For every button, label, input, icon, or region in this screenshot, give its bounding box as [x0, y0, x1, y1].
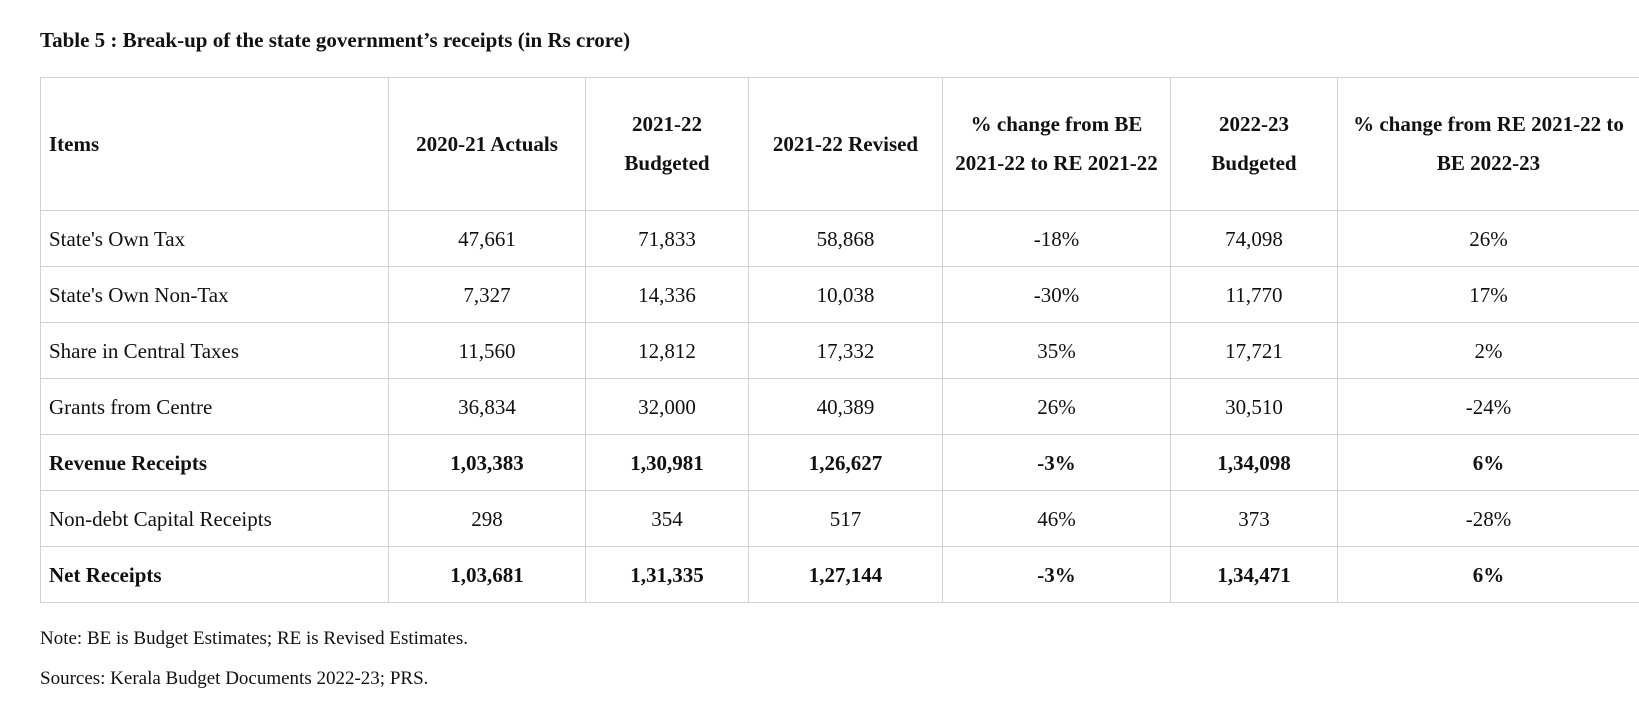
value-cell: 2% [1337, 322, 1639, 379]
value-cell: 17% [1337, 266, 1639, 323]
table-row-total: Revenue Receipts 1,03,383 1,30,981 1,26,627… [40, 434, 1639, 491]
column-header: 2021-22 Budgeted [585, 77, 749, 211]
value-cell: 1,03,383 [388, 434, 586, 491]
value-cell: 58,868 [748, 210, 943, 267]
value-cell: 30,510 [1170, 378, 1338, 435]
value-cell: 46% [942, 490, 1171, 547]
value-cell: 1,34,098 [1170, 434, 1338, 491]
value-cell: -24% [1337, 378, 1639, 435]
value-cell: 71,833 [585, 210, 749, 267]
value-cell: 373 [1170, 490, 1338, 547]
value-cell: 74,098 [1170, 210, 1338, 267]
value-cell: 47,661 [388, 210, 586, 267]
value-cell: -28% [1337, 490, 1639, 547]
value-cell: 26% [942, 378, 1171, 435]
row-label-cell: Share in Central Taxes [40, 322, 389, 379]
value-cell: 1,27,144 [748, 546, 943, 603]
value-cell: -30% [942, 266, 1171, 323]
row-label-cell: Revenue Receipts [40, 434, 389, 491]
column-header: Items [40, 77, 389, 211]
table-row: Share in Central Taxes 11,560 12,812 17,332… [40, 322, 1639, 379]
value-cell: 10,038 [748, 266, 943, 323]
column-header: 2022-23 Budgeted [1170, 77, 1338, 211]
value-cell: 35% [942, 322, 1171, 379]
value-cell: 6% [1337, 434, 1639, 491]
row-label-cell: State's Own Tax [40, 210, 389, 267]
value-cell: 17,332 [748, 322, 943, 379]
table-sources: Sources: Kerala Budget Documents 2022-23… [40, 668, 429, 689]
value-cell: 1,03,681 [388, 546, 586, 603]
value-cell: -3% [942, 434, 1171, 491]
table-row: Non-debt Capital Receipts 298 354 517 46% 373… [40, 490, 1639, 547]
value-cell: 1,26,627 [748, 434, 943, 491]
table-header-row: Items 2020-21 Actuals 2021-22 Budgeted 2021… [40, 77, 1639, 211]
column-header: 2021-22 Revised [748, 77, 943, 211]
value-cell: 1,30,981 [585, 434, 749, 491]
value-cell: 26% [1337, 210, 1639, 267]
column-header: % change from RE 2021-22 to BE 2022-23 [1337, 77, 1639, 211]
receipts-table: Items 2020-21 Actuals 2021-22 Budgeted 2021… [40, 77, 1639, 603]
value-cell: 354 [585, 490, 749, 547]
value-cell: 517 [748, 490, 943, 547]
table-note: Note: BE is Budget Estimates; RE is Revi… [40, 628, 468, 649]
value-cell: 17,721 [1170, 322, 1338, 379]
value-cell: -18% [942, 210, 1171, 267]
value-cell: 14,336 [585, 266, 749, 323]
row-label-cell: State's Own Non-Tax [40, 266, 389, 323]
table-row: Grants from Centre 36,834 32,000 40,389 26% 3… [40, 378, 1639, 435]
column-header: % change from BE 2021-22 to RE 2021-22 [942, 77, 1171, 211]
value-cell: 6% [1337, 546, 1639, 603]
value-cell: 1,31,335 [585, 546, 749, 603]
value-cell: 7,327 [388, 266, 586, 323]
value-cell: 40,389 [748, 378, 943, 435]
value-cell: 32,000 [585, 378, 749, 435]
row-label-cell: Grants from Centre [40, 378, 389, 435]
value-cell: -3% [942, 546, 1171, 603]
value-cell: 1,34,471 [1170, 546, 1338, 603]
row-label-cell: Non-debt Capital Receipts [40, 490, 389, 547]
value-cell: 12,812 [585, 322, 749, 379]
table-row: State's Own Non-Tax 7,327 14,336 10,038 -30%… [40, 266, 1639, 323]
table-row: State's Own Tax 47,661 71,833 58,868 -18% 74,… [40, 210, 1639, 267]
row-label-cell: Net Receipts [40, 546, 389, 603]
value-cell: 298 [388, 490, 586, 547]
value-cell: 36,834 [388, 378, 586, 435]
value-cell: 11,770 [1170, 266, 1338, 323]
value-cell: 11,560 [388, 322, 586, 379]
table-caption: Table 5 : Break-up of the state governme… [40, 28, 631, 52]
table-row-total: Net Receipts 1,03,681 1,31,335 1,27,144 -3% 1… [40, 546, 1639, 603]
column-header: 2020-21 Actuals [388, 77, 586, 211]
